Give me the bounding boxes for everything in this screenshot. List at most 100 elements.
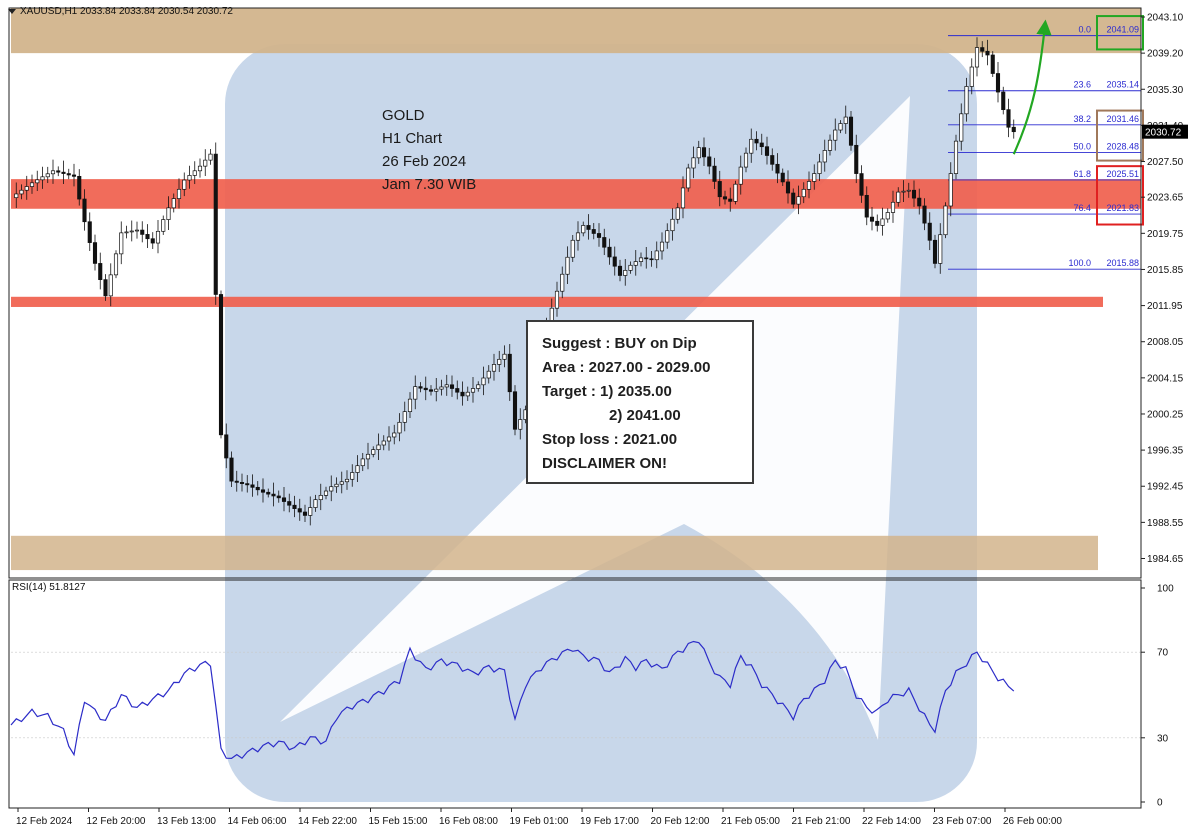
bear-candle (1006, 109, 1011, 128)
fib-level-label: 23.6 (1073, 80, 1091, 90)
bear-candle (140, 229, 145, 235)
bear-candle (980, 47, 985, 52)
y-tick-label: 2023.65 (1147, 193, 1184, 204)
bull-candle (24, 186, 29, 191)
bear-candle (775, 163, 780, 174)
bull-candle (434, 388, 439, 392)
bear-candle (922, 205, 927, 224)
bull-candle (313, 499, 318, 508)
bull-candle (806, 181, 812, 190)
fib-price-label: 2041.09 (1106, 25, 1139, 35)
bull-candle (575, 232, 581, 241)
bear-candle (644, 257, 649, 260)
bear-candle (260, 489, 266, 493)
y-tick-label: 1984.65 (1147, 554, 1184, 565)
bear-candle (297, 508, 302, 513)
bull-candle (203, 159, 208, 167)
bear-candle (71, 174, 77, 177)
fib-level-label: 61.8 (1073, 169, 1091, 179)
candlestick-series (14, 37, 1016, 526)
bull-candle (444, 384, 449, 388)
y-tick-label: 2039.20 (1147, 49, 1184, 60)
x-tick-label: 14 Feb 22:00 (298, 816, 357, 827)
bull-candle (938, 234, 943, 264)
y-tick-label: 2043.10 (1147, 13, 1184, 24)
current-price-tag (1142, 124, 1188, 139)
bear-candle (281, 497, 287, 502)
bull-candle (208, 153, 213, 161)
bear-candle (586, 225, 591, 230)
bull-candle (581, 225, 586, 234)
bear-candle (302, 511, 308, 516)
bull-candle (171, 198, 176, 209)
bull-candle (365, 453, 371, 460)
annotation-line-2: H1 Chart (382, 130, 443, 147)
bull-candle (680, 187, 686, 209)
bear-candle (287, 501, 292, 506)
symbol-info: XAUUSD,H1 2033.84 2033.84 2030.54 2030.7… (20, 6, 233, 17)
bear-candle (239, 482, 245, 484)
bear-candle (61, 171, 66, 174)
bear-candle (428, 389, 434, 392)
bear-candle (213, 153, 218, 295)
bull-candle (371, 449, 376, 455)
green-highlight-box (1096, 15, 1144, 51)
bull-candle (334, 483, 339, 488)
fib-level-label: 76.4 (1073, 203, 1091, 213)
bear-candle (848, 116, 854, 146)
bull-candle (402, 411, 407, 423)
bull-candle (686, 167, 691, 189)
annotation-line-4: Jam 7.30 WIB (382, 176, 477, 193)
bull-candle (350, 472, 355, 480)
bull-candle (491, 364, 497, 372)
x-tick-label: 13 Feb 13:00 (157, 816, 216, 827)
bear-candle (764, 146, 770, 156)
bear-candle (255, 486, 260, 491)
bear-candle (722, 196, 728, 200)
bull-candle (355, 465, 360, 473)
bear-candle (229, 457, 234, 482)
bull-candle (344, 478, 350, 483)
bear-candle (917, 197, 922, 207)
dropdown-triangle-icon[interactable] (8, 8, 16, 14)
bull-candle (176, 188, 182, 199)
bull-candle (659, 241, 665, 252)
bull-candle (570, 239, 575, 258)
bear-candle (649, 258, 654, 261)
x-tick-label: 12 Feb 20:00 (87, 816, 146, 827)
rsi-label: RSI(14) 51.8127 (12, 582, 86, 593)
y-tick-label: 2008.05 (1147, 337, 1184, 348)
bull-candle (161, 219, 166, 232)
bull-candle (675, 207, 680, 220)
bear-candle (780, 172, 785, 183)
bear-candle (602, 237, 607, 248)
bear-candle (103, 279, 108, 297)
bull-candle (959, 113, 964, 142)
x-tick-label: 26 Feb 00:00 (1003, 816, 1062, 827)
bull-candle (155, 230, 161, 244)
bear-candle (864, 194, 869, 218)
fib-price-label: 2031.46 (1106, 114, 1139, 124)
bull-candle (733, 183, 738, 202)
bull-candle (470, 388, 476, 393)
bull-candle (623, 270, 628, 276)
bear-candle (512, 391, 518, 430)
y-tick-label: 2019.75 (1147, 229, 1184, 240)
projection-arrow (1012, 19, 1052, 155)
support-zone (11, 535, 1098, 571)
bear-candle (423, 387, 428, 391)
bull-candle (386, 436, 392, 442)
bull-candle (554, 290, 560, 309)
main-pane-frame (8, 7, 1142, 579)
bear-candle (92, 242, 98, 264)
bear-candle (995, 73, 1001, 93)
bull-candle (843, 116, 848, 124)
bear-candle (754, 138, 759, 144)
bull-candle (134, 229, 140, 232)
bull-candle (964, 86, 969, 115)
bull-candle (906, 189, 911, 192)
bull-candle (743, 152, 749, 168)
bull-candle (901, 190, 906, 193)
bull-candle (465, 391, 470, 397)
bear-candle (455, 388, 460, 393)
